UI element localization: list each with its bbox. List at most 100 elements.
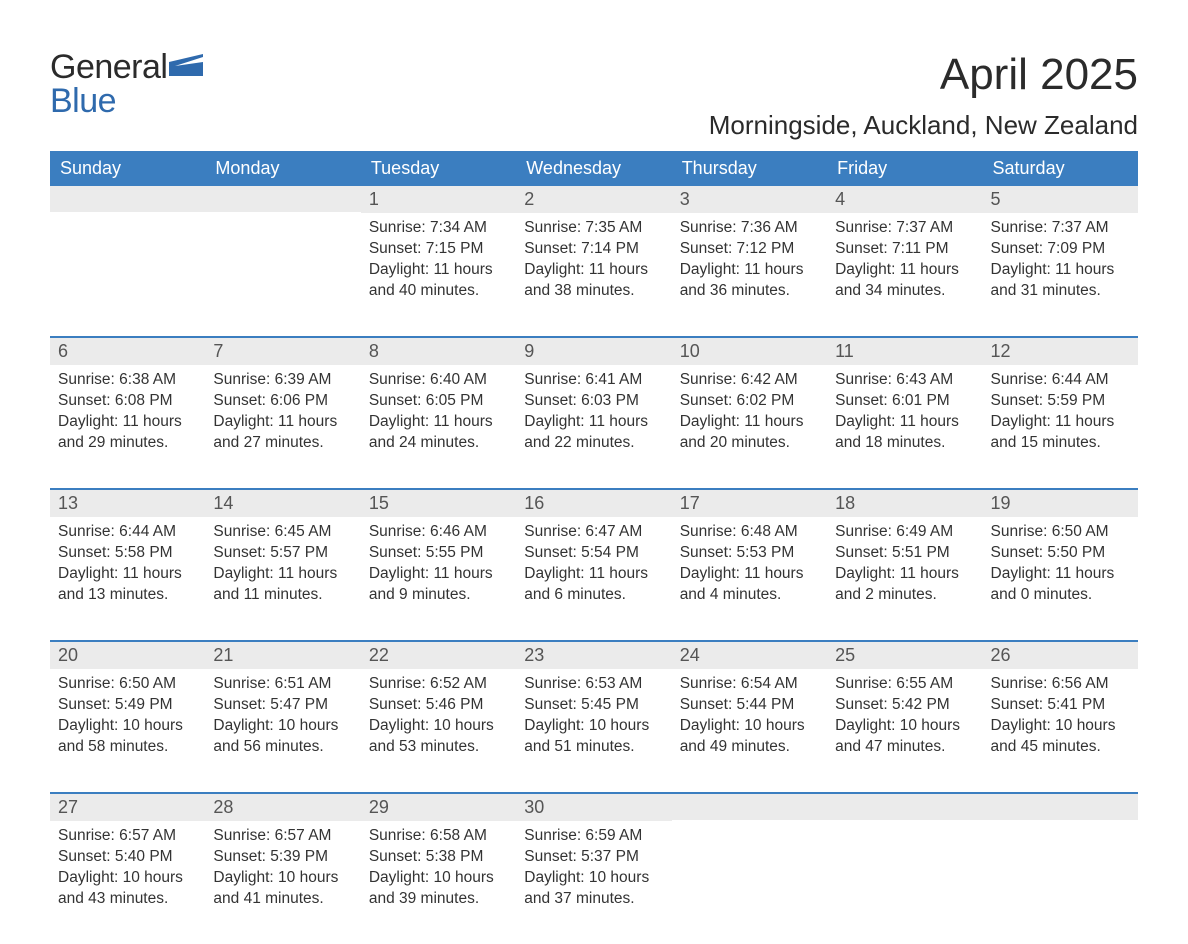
day-details: Sunrise: 7:37 AMSunset: 7:09 PMDaylight:… (983, 213, 1138, 310)
sunrise-text: Sunrise: 6:46 AM (369, 522, 508, 543)
calendar-day-cell: 24Sunrise: 6:54 AMSunset: 5:44 PMDayligh… (672, 642, 827, 792)
daylight-text: Daylight: 11 hours and 15 minutes. (991, 412, 1130, 454)
day-number: 17 (672, 490, 827, 517)
calendar-day-cell: 4Sunrise: 7:37 AMSunset: 7:11 PMDaylight… (827, 186, 982, 336)
sunrise-text: Sunrise: 6:53 AM (524, 674, 663, 695)
day-number: 6 (50, 338, 205, 365)
day-number (205, 186, 360, 212)
weekday-header: Tuesday (361, 151, 516, 186)
sunrise-text: Sunrise: 6:50 AM (991, 522, 1130, 543)
sunset-text: Sunset: 5:44 PM (680, 695, 819, 716)
calendar-day-cell: 20Sunrise: 6:50 AMSunset: 5:49 PMDayligh… (50, 642, 205, 792)
sunrise-text: Sunrise: 6:38 AM (58, 370, 197, 391)
day-details: Sunrise: 6:56 AMSunset: 5:41 PMDaylight:… (983, 669, 1138, 766)
calendar-table: Sunday Monday Tuesday Wednesday Thursday… (50, 151, 1138, 944)
day-details: Sunrise: 6:50 AMSunset: 5:49 PMDaylight:… (50, 669, 205, 766)
sunrise-text: Sunrise: 6:57 AM (213, 826, 352, 847)
weekday-header-row: Sunday Monday Tuesday Wednesday Thursday… (50, 151, 1138, 186)
day-details: Sunrise: 6:53 AMSunset: 5:45 PMDaylight:… (516, 669, 671, 766)
weekday-header: Sunday (50, 151, 205, 186)
sunset-text: Sunset: 7:15 PM (369, 239, 508, 260)
day-number: 5 (983, 186, 1138, 213)
daylight-text: Daylight: 10 hours and 41 minutes. (213, 868, 352, 910)
day-number: 16 (516, 490, 671, 517)
day-number: 26 (983, 642, 1138, 669)
day-details: Sunrise: 6:52 AMSunset: 5:46 PMDaylight:… (361, 669, 516, 766)
sunrise-text: Sunrise: 6:57 AM (58, 826, 197, 847)
day-number: 8 (361, 338, 516, 365)
sunrise-text: Sunrise: 6:58 AM (369, 826, 508, 847)
flag-icon (169, 54, 203, 80)
calendar-day-cell: 10Sunrise: 6:42 AMSunset: 6:02 PMDayligh… (672, 338, 827, 488)
sunrise-text: Sunrise: 6:49 AM (835, 522, 974, 543)
daylight-text: Daylight: 10 hours and 47 minutes. (835, 716, 974, 758)
day-number: 13 (50, 490, 205, 517)
calendar-week-row: 20Sunrise: 6:50 AMSunset: 5:49 PMDayligh… (50, 640, 1138, 792)
sunset-text: Sunset: 6:08 PM (58, 391, 197, 412)
day-details: Sunrise: 7:36 AMSunset: 7:12 PMDaylight:… (672, 213, 827, 310)
day-number: 9 (516, 338, 671, 365)
daylight-text: Daylight: 11 hours and 24 minutes. (369, 412, 508, 454)
daylight-text: Daylight: 11 hours and 40 minutes. (369, 260, 508, 302)
daylight-text: Daylight: 11 hours and 6 minutes. (524, 564, 663, 606)
calendar-day-cell (827, 794, 982, 944)
sunset-text: Sunset: 7:14 PM (524, 239, 663, 260)
day-details: Sunrise: 6:38 AMSunset: 6:08 PMDaylight:… (50, 365, 205, 462)
sunset-text: Sunset: 5:49 PM (58, 695, 197, 716)
day-details: Sunrise: 7:35 AMSunset: 7:14 PMDaylight:… (516, 213, 671, 310)
month-title: April 2025 (709, 50, 1138, 100)
sunrise-text: Sunrise: 6:59 AM (524, 826, 663, 847)
daylight-text: Daylight: 11 hours and 13 minutes. (58, 564, 197, 606)
daylight-text: Daylight: 11 hours and 31 minutes. (991, 260, 1130, 302)
sunrise-text: Sunrise: 6:39 AM (213, 370, 352, 391)
day-number: 25 (827, 642, 982, 669)
calendar-day-cell: 8Sunrise: 6:40 AMSunset: 6:05 PMDaylight… (361, 338, 516, 488)
daylight-text: Daylight: 11 hours and 29 minutes. (58, 412, 197, 454)
sunset-text: Sunset: 5:42 PM (835, 695, 974, 716)
day-details: Sunrise: 6:51 AMSunset: 5:47 PMDaylight:… (205, 669, 360, 766)
calendar-day-cell: 16Sunrise: 6:47 AMSunset: 5:54 PMDayligh… (516, 490, 671, 640)
day-details: Sunrise: 7:37 AMSunset: 7:11 PMDaylight:… (827, 213, 982, 310)
calendar-day-cell: 19Sunrise: 6:50 AMSunset: 5:50 PMDayligh… (983, 490, 1138, 640)
sunset-text: Sunset: 5:47 PM (213, 695, 352, 716)
sunset-text: Sunset: 5:50 PM (991, 543, 1130, 564)
sunset-text: Sunset: 5:46 PM (369, 695, 508, 716)
calendar-day-cell: 22Sunrise: 6:52 AMSunset: 5:46 PMDayligh… (361, 642, 516, 792)
calendar-week-row: 13Sunrise: 6:44 AMSunset: 5:58 PMDayligh… (50, 488, 1138, 640)
sunset-text: Sunset: 7:12 PM (680, 239, 819, 260)
calendar-day-cell: 27Sunrise: 6:57 AMSunset: 5:40 PMDayligh… (50, 794, 205, 944)
calendar-day-cell: 17Sunrise: 6:48 AMSunset: 5:53 PMDayligh… (672, 490, 827, 640)
calendar-day-cell: 13Sunrise: 6:44 AMSunset: 5:58 PMDayligh… (50, 490, 205, 640)
day-details: Sunrise: 6:49 AMSunset: 5:51 PMDaylight:… (827, 517, 982, 614)
sunset-text: Sunset: 5:58 PM (58, 543, 197, 564)
day-number: 21 (205, 642, 360, 669)
daylight-text: Daylight: 11 hours and 22 minutes. (524, 412, 663, 454)
daylight-text: Daylight: 11 hours and 20 minutes. (680, 412, 819, 454)
day-details: Sunrise: 6:43 AMSunset: 6:01 PMDaylight:… (827, 365, 982, 462)
sunrise-text: Sunrise: 6:52 AM (369, 674, 508, 695)
calendar-day-cell: 30Sunrise: 6:59 AMSunset: 5:37 PMDayligh… (516, 794, 671, 944)
sunset-text: Sunset: 7:11 PM (835, 239, 974, 260)
daylight-text: Daylight: 11 hours and 18 minutes. (835, 412, 974, 454)
sunset-text: Sunset: 5:51 PM (835, 543, 974, 564)
sunset-text: Sunset: 6:01 PM (835, 391, 974, 412)
sunrise-text: Sunrise: 7:34 AM (369, 218, 508, 239)
sunrise-text: Sunrise: 6:41 AM (524, 370, 663, 391)
location-label: Morningside, Auckland, New Zealand (709, 110, 1138, 141)
day-details: Sunrise: 6:42 AMSunset: 6:02 PMDaylight:… (672, 365, 827, 462)
daylight-text: Daylight: 11 hours and 2 minutes. (835, 564, 974, 606)
day-details: Sunrise: 6:48 AMSunset: 5:53 PMDaylight:… (672, 517, 827, 614)
sunset-text: Sunset: 5:59 PM (991, 391, 1130, 412)
day-number: 1 (361, 186, 516, 213)
sunrise-text: Sunrise: 6:40 AM (369, 370, 508, 391)
day-details: Sunrise: 6:55 AMSunset: 5:42 PMDaylight:… (827, 669, 982, 766)
sunrise-text: Sunrise: 6:50 AM (58, 674, 197, 695)
sunset-text: Sunset: 5:45 PM (524, 695, 663, 716)
daylight-text: Daylight: 10 hours and 51 minutes. (524, 716, 663, 758)
day-number: 19 (983, 490, 1138, 517)
daylight-text: Daylight: 11 hours and 38 minutes. (524, 260, 663, 302)
calendar-week-row: 27Sunrise: 6:57 AMSunset: 5:40 PMDayligh… (50, 792, 1138, 944)
day-details: Sunrise: 6:57 AMSunset: 5:40 PMDaylight:… (50, 821, 205, 918)
calendar-day-cell: 15Sunrise: 6:46 AMSunset: 5:55 PMDayligh… (361, 490, 516, 640)
daylight-text: Daylight: 11 hours and 9 minutes. (369, 564, 508, 606)
